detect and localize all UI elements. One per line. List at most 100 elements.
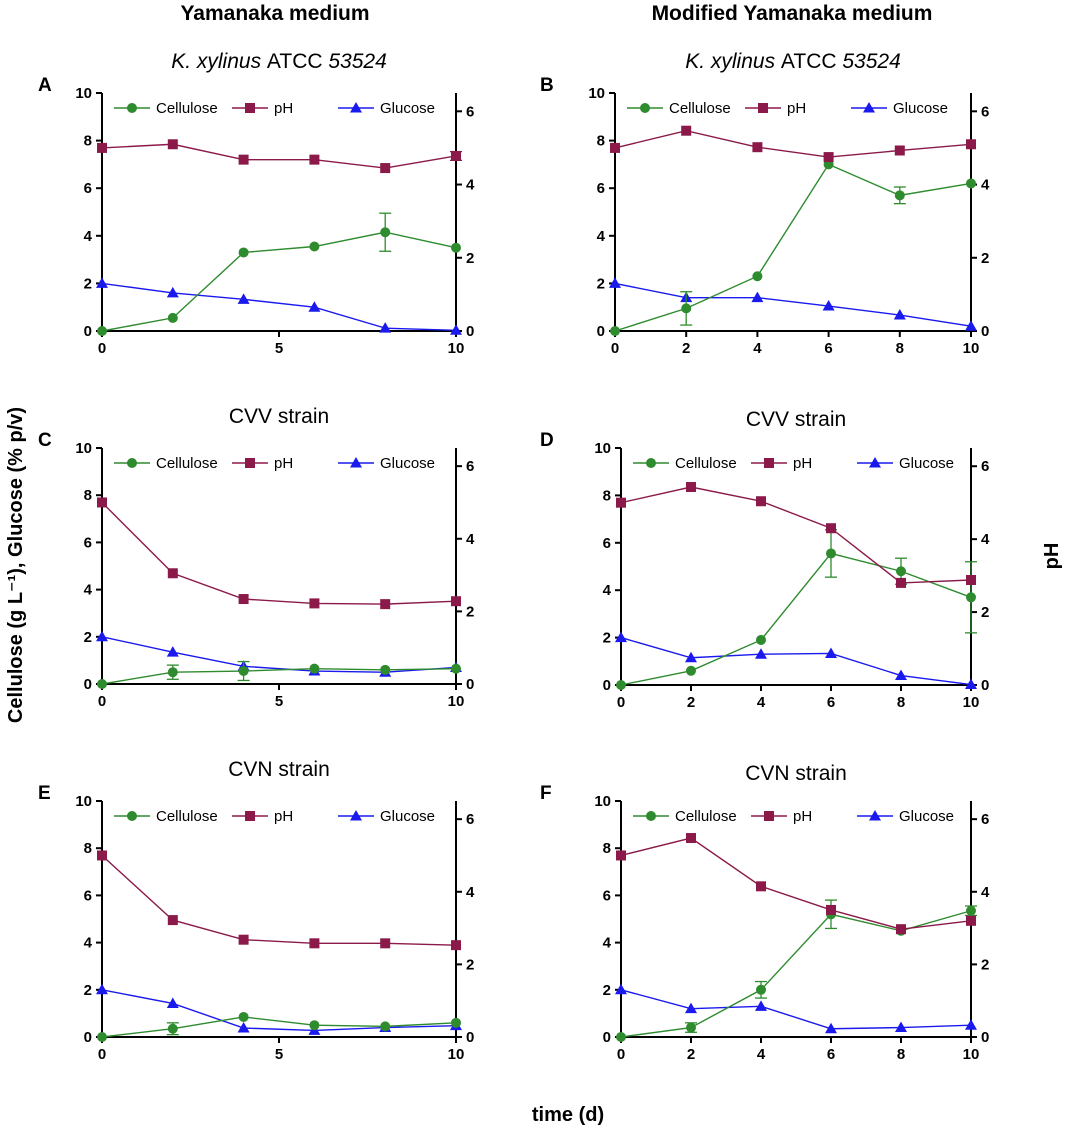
- series-glucose: [96, 277, 462, 335]
- series-line-cellulose: [620, 552, 972, 686]
- data-point-glucose: [965, 320, 977, 331]
- panel-title-collection: ATCC: [781, 50, 842, 73]
- data-point-cellulose: [451, 242, 461, 253]
- y-tick-label-left: 2: [603, 982, 611, 999]
- legend-marker-cellulose: [127, 811, 137, 821]
- data-point-ph: [238, 934, 249, 945]
- data-point-cellulose: [756, 634, 766, 645]
- data-point-ph: [616, 850, 626, 861]
- data-point-glucose: [822, 300, 835, 311]
- data-point-cellulose: [616, 680, 626, 690]
- y-tick-label-right: 2: [466, 603, 474, 620]
- series-cellulose: [97, 212, 461, 336]
- data-point-glucose: [166, 286, 179, 298]
- data-point-glucose: [166, 646, 179, 657]
- series-line-glucose: [620, 636, 972, 686]
- data-point-glucose: [450, 324, 462, 335]
- data-point-cellulose: [896, 566, 906, 577]
- y-tick-label-right: 0: [981, 1029, 989, 1046]
- legend-label-cellulose: Cellulose: [156, 455, 218, 472]
- legend-label-glucose: Glucose: [899, 455, 954, 472]
- y-tick-label-right: 4: [981, 177, 990, 194]
- panel-title: CVV strain: [746, 408, 846, 431]
- data-point-glucose: [615, 983, 627, 995]
- legend: Cellulose pH Glucose: [114, 100, 435, 117]
- legend-label-cellulose: Cellulose: [669, 100, 731, 117]
- series-glucose: [615, 983, 977, 1034]
- series-glucose: [96, 983, 462, 1035]
- series-line-glucose: [620, 989, 972, 1030]
- column-title-right: Modified Yamanaka medium: [652, 2, 933, 25]
- y-tick-label-left: 10: [75, 85, 92, 102]
- y-tick-label-left: 4: [84, 935, 93, 952]
- y-tick-label-right: 0: [981, 677, 989, 694]
- y-tick-label-left: 8: [597, 133, 605, 150]
- series-line-ph: [620, 837, 972, 930]
- data-point-glucose: [308, 301, 321, 312]
- y-tick-label-right: 4: [981, 884, 990, 901]
- data-point-ph: [966, 574, 976, 585]
- y-axis-left-title: Cellulose (g L⁻¹), Glucose (% p/v): [5, 407, 27, 723]
- legend-marker-ph: [758, 103, 768, 113]
- data-point-ph: [610, 142, 620, 153]
- data-point-glucose: [685, 651, 697, 663]
- y-tick-label-left: 6: [84, 534, 92, 551]
- legend-label-ph: pH: [274, 100, 293, 117]
- data-point-glucose: [96, 630, 108, 642]
- data-point-ph: [309, 938, 320, 949]
- legend-label-ph: pH: [793, 455, 812, 472]
- panel-title: CVN strain: [228, 758, 330, 781]
- y-tick-label-left: 8: [84, 840, 92, 857]
- panel-letter: B: [540, 75, 554, 96]
- series-cellulose: [610, 159, 976, 336]
- y-tick-label-left: 4: [84, 582, 93, 599]
- y-tick-label-left: 8: [84, 133, 92, 150]
- x-tick-label: 0: [611, 340, 619, 357]
- series-line-ph: [614, 129, 972, 158]
- y-tick-label-left: 0: [603, 677, 611, 694]
- x-tick-label: 0: [617, 694, 625, 711]
- x-tick-label: 2: [687, 694, 695, 711]
- y-tick-label-left: 10: [594, 440, 611, 457]
- data-point-ph: [756, 496, 766, 507]
- data-point-ph: [380, 938, 391, 949]
- y-tick-label-right: 2: [981, 250, 989, 267]
- y-tick-label-right: 0: [466, 676, 474, 693]
- series-cellulose: [97, 1011, 461, 1042]
- y-tick-label-right: 4: [466, 177, 475, 194]
- series-line-glucose: [101, 989, 457, 1032]
- data-point-cellulose: [167, 312, 178, 323]
- y-tick-label-right: 2: [981, 956, 989, 973]
- y-tick-label-left: 6: [84, 180, 92, 197]
- y-tick-label-left: 4: [603, 935, 612, 952]
- series-line-ph: [101, 854, 457, 946]
- x-tick-label: 2: [682, 340, 690, 357]
- x-tick-label: 8: [897, 1046, 905, 1063]
- series-glucose: [609, 277, 977, 331]
- data-point-cellulose: [894, 190, 905, 201]
- x-tick-label: 10: [448, 340, 465, 357]
- panel-title: K. xylinus ATCC 53524: [685, 50, 901, 73]
- legend-marker-cellulose: [640, 103, 650, 113]
- legend-label-glucose: Glucose: [893, 100, 948, 117]
- data-point-glucose: [751, 291, 764, 303]
- data-point-ph: [380, 163, 391, 174]
- legend-marker-cellulose: [127, 458, 137, 468]
- x-tick-label: 5: [275, 1046, 283, 1063]
- y-tick-label-left: 2: [597, 275, 605, 292]
- data-point-ph: [238, 154, 249, 165]
- data-point-glucose: [895, 669, 907, 681]
- y-tick-label-right: 0: [466, 1029, 474, 1046]
- data-point-ph: [380, 599, 391, 610]
- legend-marker-ph: [764, 811, 774, 821]
- column-title-left: Yamanaka medium: [180, 2, 369, 25]
- data-point-ph: [97, 142, 107, 153]
- data-point-ph: [894, 145, 905, 156]
- legend-marker-glucose: [350, 457, 362, 468]
- x-tick-label: 10: [963, 694, 980, 711]
- legend-label-cellulose: Cellulose: [675, 808, 737, 825]
